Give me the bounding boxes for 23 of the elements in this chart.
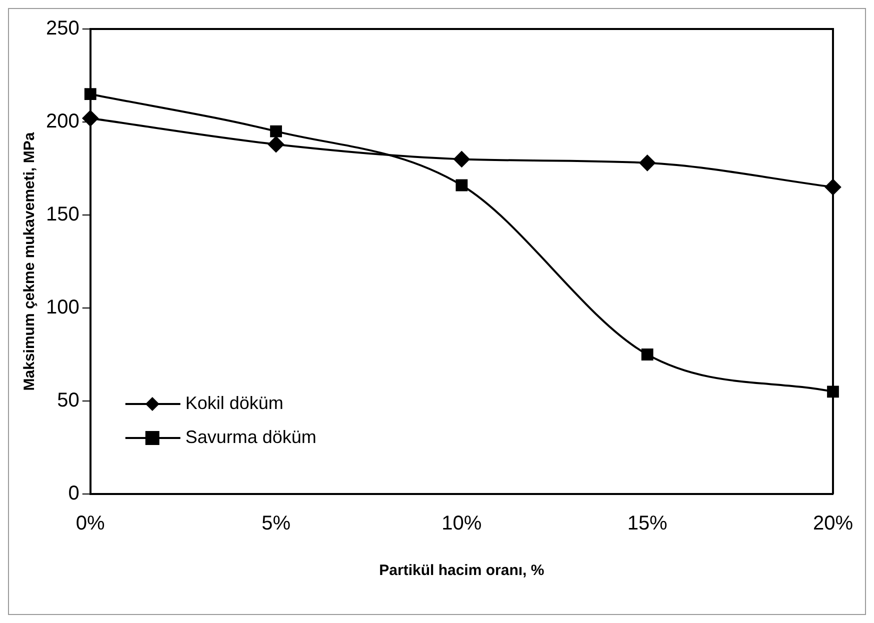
point <box>268 136 284 152</box>
legend-label: Kokil döküm <box>185 392 284 413</box>
x-axis-title: Partikül hacim oranı, % <box>379 562 544 580</box>
y-tick-label: 250 <box>46 18 80 40</box>
point <box>82 110 98 126</box>
y-tick-label: 0 <box>68 482 80 505</box>
point <box>639 154 656 171</box>
point <box>270 125 282 138</box>
x-tick-label: 5% <box>262 512 291 535</box>
x-tick-label: 10% <box>442 512 482 535</box>
x-tick-label: 0% <box>76 512 106 535</box>
y-axis-title: Maksimum çekme mukavemeti, MPa <box>21 132 38 391</box>
y-tick-label: 150 <box>46 204 80 226</box>
point <box>84 88 96 100</box>
point <box>456 179 468 192</box>
y-tick-label: 50 <box>57 390 80 412</box>
y-tick-label: 100 <box>46 296 80 319</box>
point <box>641 348 654 360</box>
y-tick-label: 200 <box>46 110 80 133</box>
x-tick-label: 20% <box>812 512 854 535</box>
x-tick-label: 15% <box>627 512 668 535</box>
point <box>454 151 470 168</box>
legend-label: Savurma döküm <box>185 426 316 447</box>
